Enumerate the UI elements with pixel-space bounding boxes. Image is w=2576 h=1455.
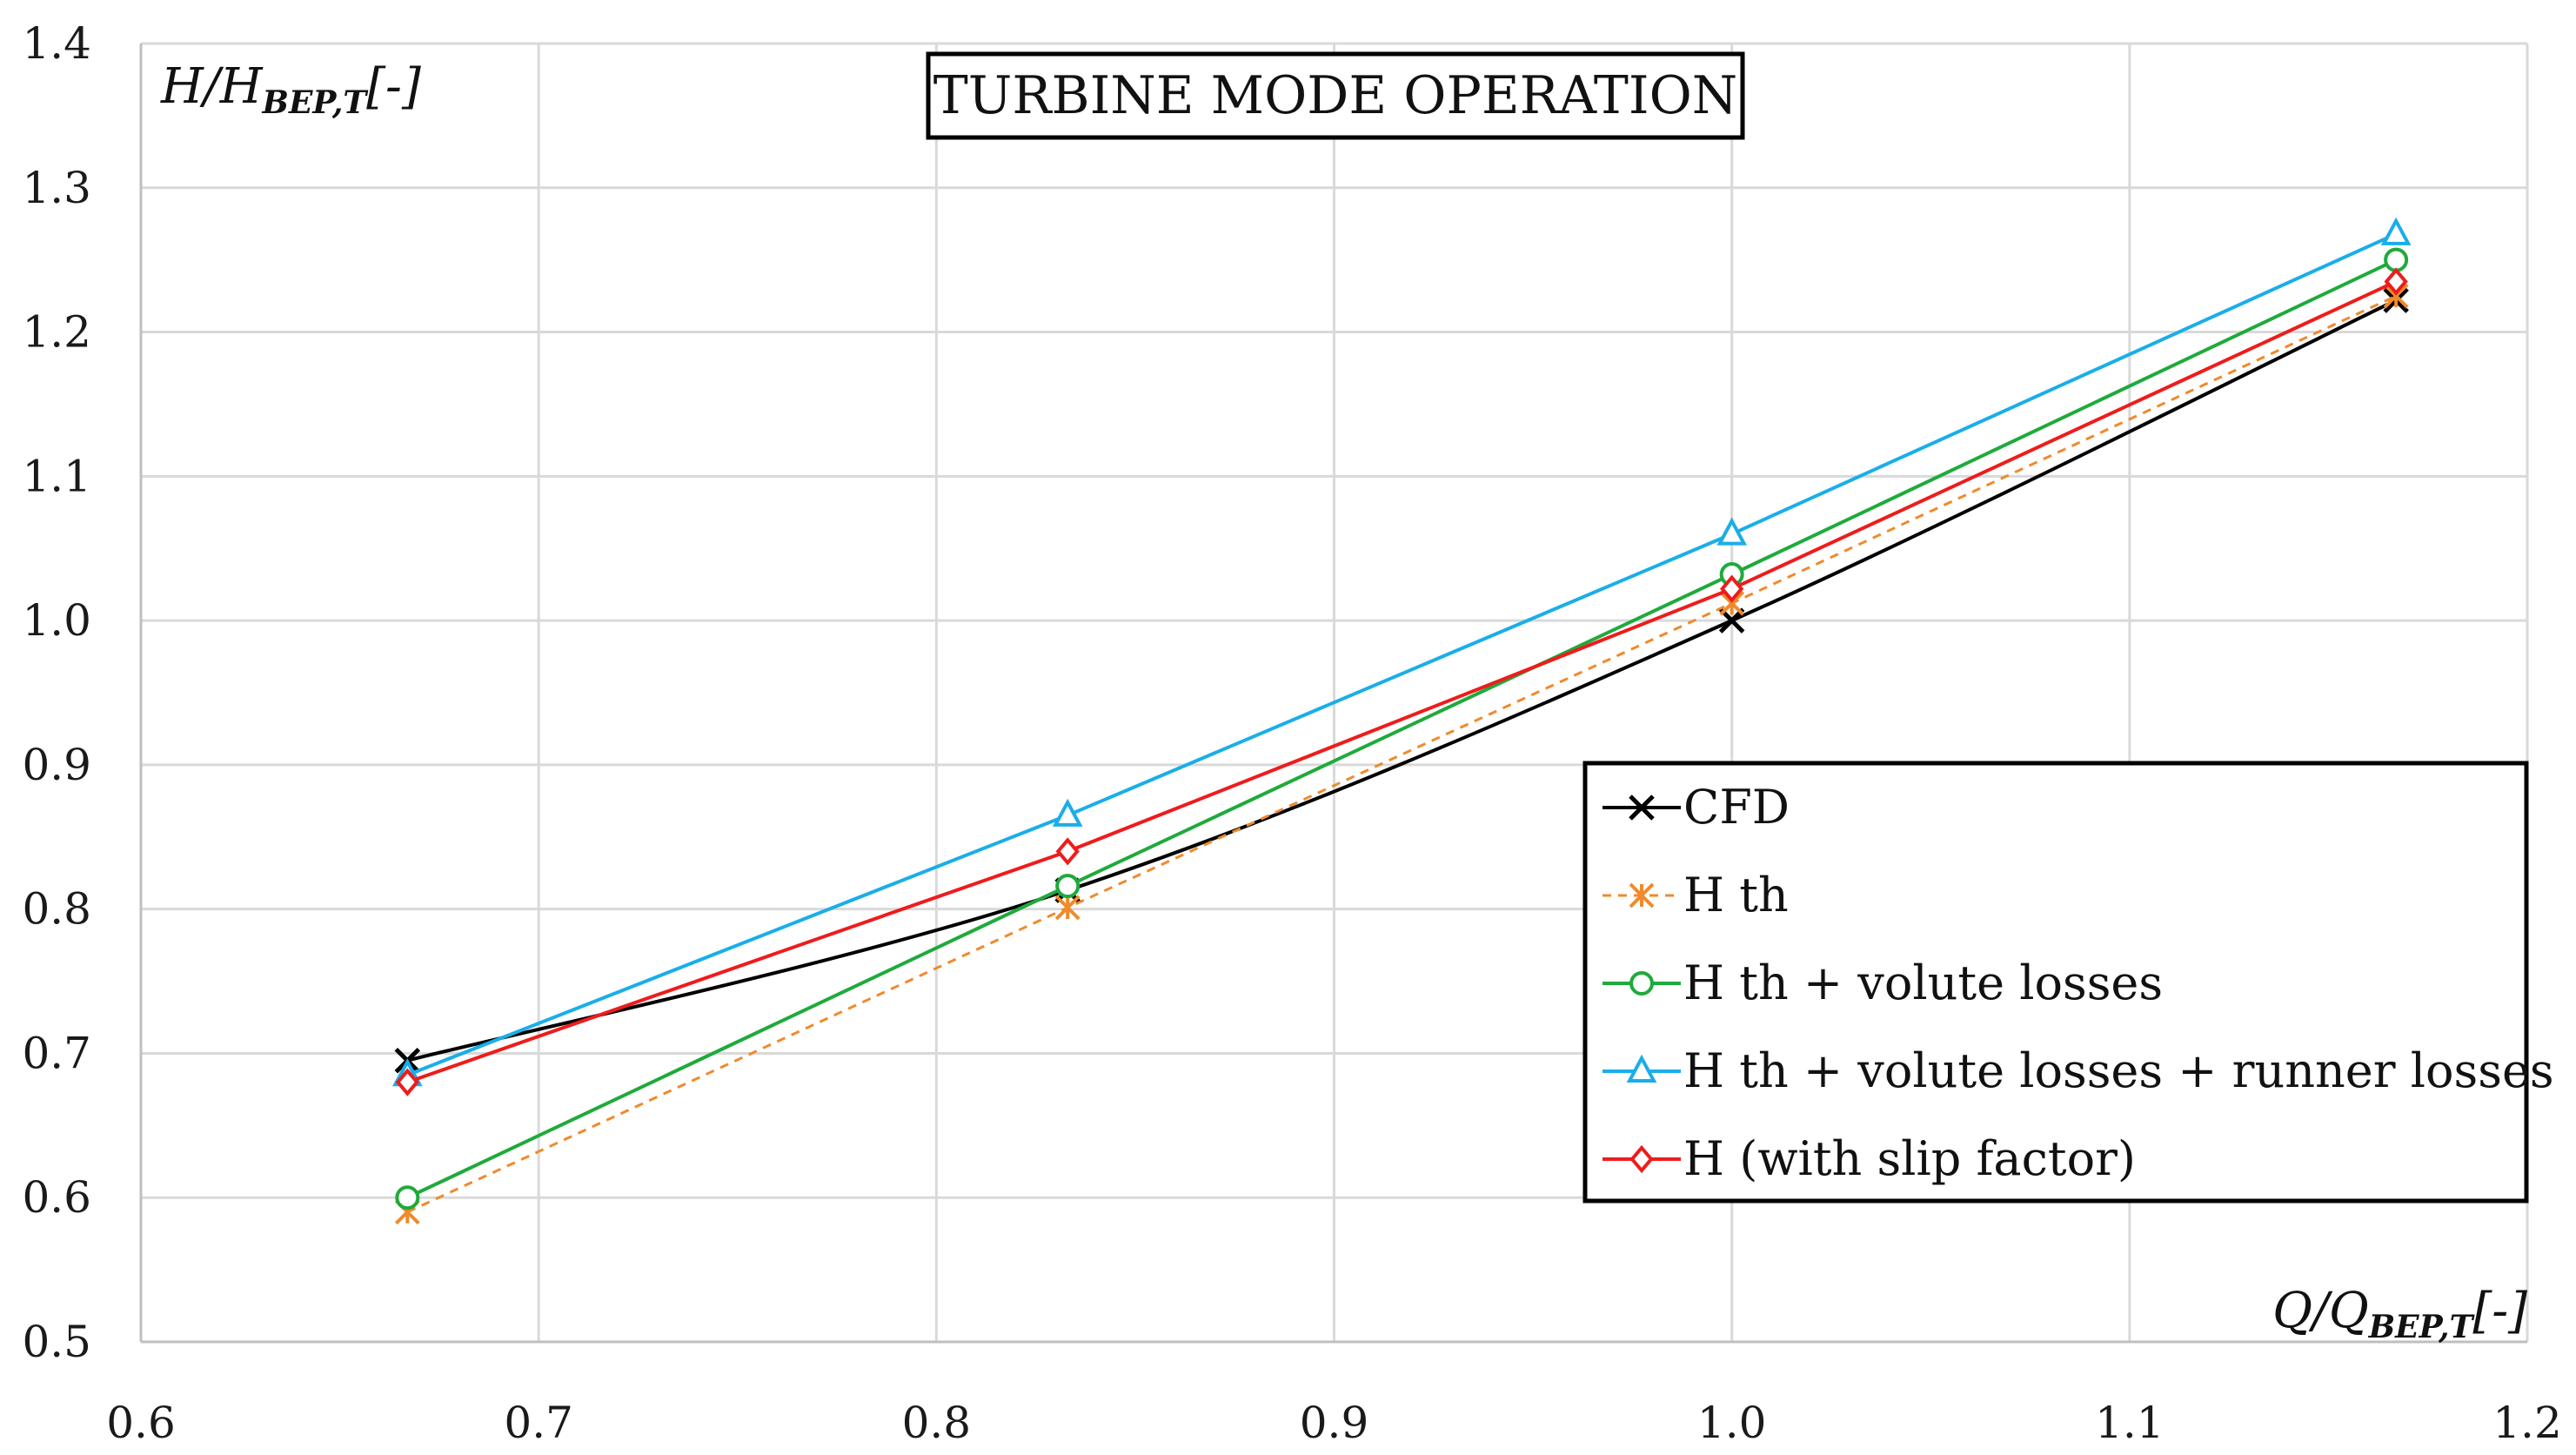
y-tick-label: 0.6 <box>22 1172 91 1223</box>
legend-item: H th + volute losses + runner losses <box>1602 1043 2554 1098</box>
y-tick-label: 0.5 <box>22 1317 91 1367</box>
legend-label: H th + volute losses + runner losses <box>1683 1043 2554 1098</box>
data-point <box>2380 217 2412 245</box>
series-5 <box>395 267 2408 1096</box>
x-tick-label: 0.7 <box>504 1398 573 1448</box>
legend-box <box>1582 761 2529 1204</box>
data-point <box>1720 574 1744 603</box>
x-tick-label: 1.1 <box>2095 1398 2165 1448</box>
legend: CFD H th H th + volute losses H th + volute… <box>1582 761 2554 1204</box>
series-line <box>406 279 2397 1084</box>
legend-item: H th + volute losses <box>1602 955 2163 1010</box>
x-tick-labels: 0.6 0.7 0.8 0.9 1.0 1.1 1.2 <box>106 1398 2562 1448</box>
series-line <box>406 232 2397 1077</box>
legend-marker <box>1629 882 1655 909</box>
data-point <box>1716 517 1748 546</box>
y-tick-label: 1.0 <box>22 595 91 646</box>
x-tick-label: 1.0 <box>1697 1398 1767 1448</box>
y-tick-label: 0.9 <box>22 740 91 790</box>
x-tick-label: 0.6 <box>106 1398 176 1448</box>
legend-label: H (with slip factor) <box>1683 1131 2136 1186</box>
legend-label: CFD <box>1683 780 1790 835</box>
y-tick-label: 1.2 <box>22 307 91 358</box>
series-line <box>406 258 2397 1200</box>
x-tick-label: 0.9 <box>1300 1398 1369 1448</box>
legend-marker <box>1629 795 1655 821</box>
x-tick-label: 0.8 <box>902 1398 972 1448</box>
legend-label: H th <box>1683 868 1789 922</box>
legend-marker <box>1626 1054 1657 1083</box>
y-tick-label: 1.4 <box>22 18 91 69</box>
data-point <box>1055 874 1081 899</box>
axes <box>139 44 2527 1344</box>
y-tick-label: 1.1 <box>22 451 91 501</box>
legend-item: H th <box>1602 868 1789 922</box>
y-axis-title: H/HBEP,T[-] <box>160 58 421 121</box>
data-point <box>1054 895 1081 921</box>
data-point <box>2384 247 2409 272</box>
series-3 <box>395 247 2409 1210</box>
legend-label: H th + volute losses <box>1683 955 2163 1010</box>
chart-title-box: TURBINE MODE OPERATION <box>926 51 1745 140</box>
legend-marker <box>1629 1144 1654 1174</box>
y-tick-labels: 0.5 0.6 0.7 0.8 0.9 1.0 1.1 1.2 1.3 1.4 <box>22 18 91 1367</box>
data-point <box>1052 798 1083 827</box>
chart-title: TURBINE MODE OPERATION <box>933 65 1738 126</box>
series-line <box>406 298 2398 1063</box>
y-tick-label: 0.7 <box>22 1028 91 1078</box>
data-point <box>395 1185 420 1210</box>
data-point <box>1055 837 1080 866</box>
series-line <box>406 294 2397 1214</box>
legend-marker <box>1629 971 1654 996</box>
series <box>391 217 2412 1225</box>
data-point <box>2384 267 2408 296</box>
data-point <box>395 1068 419 1096</box>
legend-item: CFD <box>1602 780 1790 835</box>
x-tick-label: 1.2 <box>2492 1398 2562 1448</box>
x-axis-title: Q/QBEP,T[-] <box>2272 1283 2527 1345</box>
y-tick-label: 1.3 <box>22 163 91 213</box>
y-tick-label: 0.8 <box>22 884 91 935</box>
legend-item: H (with slip factor) <box>1602 1131 2136 1186</box>
